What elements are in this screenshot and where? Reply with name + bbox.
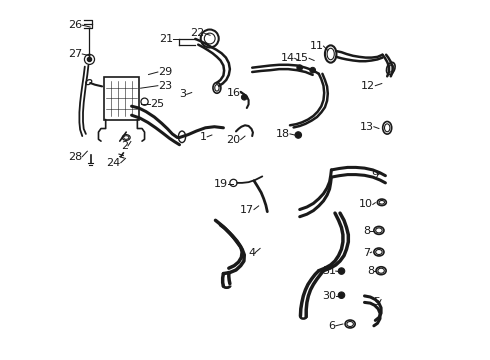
Text: 21: 21 bbox=[159, 33, 173, 44]
Text: 28: 28 bbox=[68, 152, 82, 162]
Text: 29: 29 bbox=[158, 67, 172, 77]
Text: 16: 16 bbox=[227, 88, 241, 98]
Text: 22: 22 bbox=[191, 28, 205, 39]
Text: 9: 9 bbox=[371, 170, 378, 180]
Text: 24: 24 bbox=[106, 158, 121, 168]
Circle shape bbox=[338, 268, 345, 274]
Text: 25: 25 bbox=[150, 99, 164, 109]
Circle shape bbox=[297, 65, 303, 71]
Text: 13: 13 bbox=[360, 122, 374, 132]
Text: 26: 26 bbox=[68, 20, 82, 30]
Text: 17: 17 bbox=[240, 204, 254, 215]
Text: 18: 18 bbox=[276, 129, 290, 139]
Text: 5: 5 bbox=[373, 297, 380, 307]
Text: 1: 1 bbox=[200, 132, 207, 142]
Text: 14: 14 bbox=[281, 53, 294, 63]
Text: 27: 27 bbox=[68, 49, 82, 59]
Text: 8: 8 bbox=[367, 266, 374, 276]
Text: 19: 19 bbox=[214, 179, 228, 189]
Text: 23: 23 bbox=[158, 81, 172, 91]
Text: 4: 4 bbox=[248, 248, 255, 258]
Circle shape bbox=[310, 67, 316, 73]
Text: 3: 3 bbox=[180, 89, 187, 99]
Text: 20: 20 bbox=[226, 135, 241, 145]
Circle shape bbox=[242, 94, 247, 100]
Text: 2: 2 bbox=[121, 141, 128, 151]
Circle shape bbox=[338, 292, 345, 298]
Circle shape bbox=[295, 132, 301, 138]
Text: 10: 10 bbox=[359, 199, 373, 210]
Text: 8: 8 bbox=[363, 226, 370, 236]
Text: 11: 11 bbox=[310, 41, 323, 51]
Text: 7: 7 bbox=[363, 248, 370, 258]
Bar bbox=[104, 77, 139, 120]
Circle shape bbox=[87, 57, 92, 62]
Text: 15: 15 bbox=[295, 53, 309, 63]
Text: 30: 30 bbox=[322, 291, 336, 301]
Text: 6: 6 bbox=[329, 321, 336, 331]
Text: 12: 12 bbox=[361, 81, 375, 91]
Text: 31: 31 bbox=[322, 266, 336, 276]
